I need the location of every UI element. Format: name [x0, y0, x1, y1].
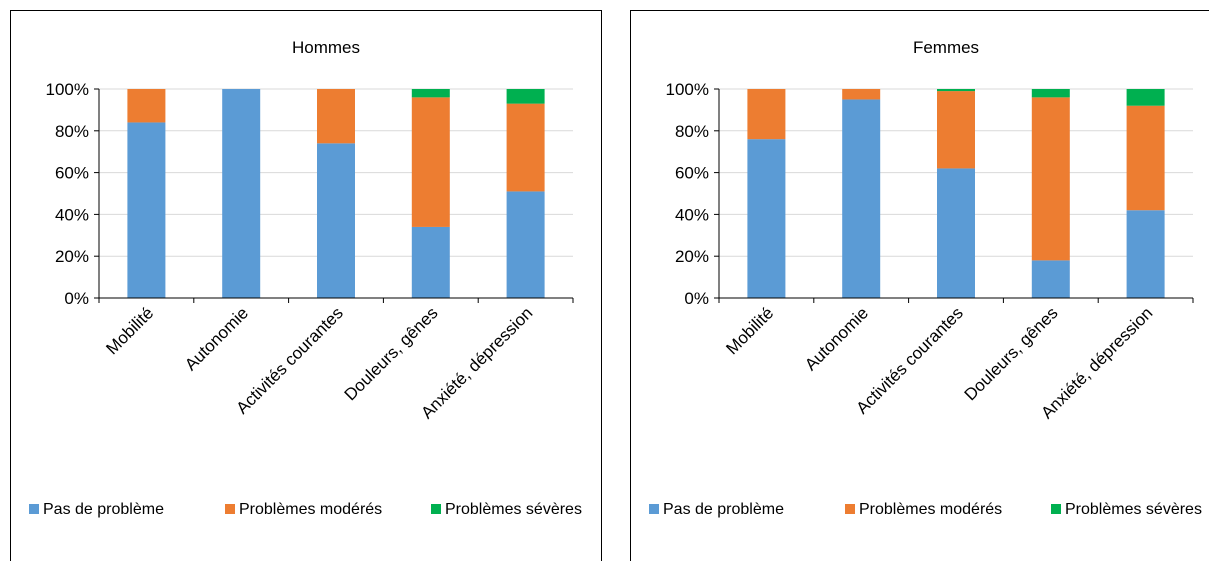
- legend-swatch-problemes-moderes: [225, 504, 235, 514]
- y-tick-label: 20%: [55, 247, 89, 266]
- bar-segment-pas-de-probleme-activites-courantes: [317, 143, 355, 298]
- x-category-label: Douleurs, gênes: [341, 303, 442, 404]
- y-tick-label: 100%: [46, 80, 89, 99]
- x-category-label: Activités courantes: [232, 303, 346, 417]
- bar-segment-pas-de-probleme-anxiete-depression: [506, 191, 545, 298]
- bar-segment-problemes-moderes-activites-courantes: [937, 91, 975, 169]
- legend-label-pas-de-probleme: Pas de problème: [43, 501, 164, 518]
- bar-segment-problemes-severes-anxiete-depression: [1126, 89, 1165, 106]
- bar-segment-problemes-severes-douleurs-genes: [411, 89, 450, 98]
- x-category-label: Mobilité: [102, 303, 157, 358]
- y-tick-label: 100%: [666, 80, 709, 99]
- bar-segment-pas-de-probleme-activites-courantes: [937, 168, 975, 298]
- legend-swatch-problemes-severes: [431, 504, 441, 514]
- chart-panel-hommes: Hommes 0% 20% 40% 60% 80% 100% Mobilité Autonomi…: [10, 10, 602, 561]
- bar-segment-problemes-severes-activites-courantes: [937, 89, 975, 92]
- bar-segment-problemes-severes-anxiete-depression: [506, 89, 545, 104]
- chart-title: Hommes: [292, 38, 360, 57]
- bar-segment-pas-de-probleme-autonomie: [222, 89, 261, 298]
- bar-segment-problemes-moderes-anxiete-depression: [506, 103, 545, 192]
- x-category-label: Douleurs, gênes: [961, 303, 1062, 404]
- bar-segment-pas-de-probleme-anxiete-depression: [1126, 210, 1165, 298]
- y-tick-label: 80%: [55, 122, 89, 141]
- bar-segment-pas-de-probleme-douleurs-genes: [411, 226, 450, 298]
- y-tick-label: 0%: [64, 289, 89, 308]
- y-tick-label: 60%: [55, 164, 89, 183]
- legend-label-problemes-severes: Problèmes sévères: [445, 501, 582, 518]
- bar-segment-problemes-moderes-activites-courantes: [317, 89, 355, 144]
- bar-segment-problemes-moderes-anxiete-depression: [1126, 105, 1165, 211]
- legend-label-problemes-severes: Problèmes sévères: [1065, 501, 1202, 518]
- x-category-label: Mobilité: [722, 303, 777, 358]
- chart-femmes: Femmes 0% 20% 40% 60% 80% 100% Mobilité Autonomi…: [649, 38, 1202, 518]
- legend-swatch-pas-de-probleme: [649, 504, 659, 514]
- chart-panel-femmes: Femmes 0% 20% 40% 60% 80% 100% Mobilité Autonomi…: [630, 10, 1209, 561]
- x-category-label: Autonomie: [801, 303, 872, 374]
- bar-segment-problemes-moderes-douleurs-genes: [1031, 97, 1070, 261]
- bar-segment-pas-de-probleme-autonomie: [842, 99, 881, 298]
- legend-swatch-pas-de-probleme: [29, 504, 39, 514]
- bar-segment-pas-de-probleme-mobilite: [747, 139, 786, 298]
- x-category-label: Activités courantes: [852, 303, 966, 417]
- bar-segment-problemes-moderes-douleurs-genes: [411, 97, 450, 227]
- y-tick-label: 0%: [684, 289, 709, 308]
- bar-segment-problemes-moderes-autonomie: [842, 89, 881, 100]
- bar-segment-problemes-moderes-mobilite: [127, 89, 166, 123]
- y-tick-label: 60%: [675, 164, 709, 183]
- y-tick-label: 40%: [675, 205, 709, 224]
- legend-label-problemes-moderes: Problèmes modérés: [239, 501, 382, 518]
- legend-swatch-problemes-moderes: [845, 504, 855, 514]
- legend-label-pas-de-probleme: Pas de problème: [663, 501, 784, 518]
- chart-hommes: Hommes 0% 20% 40% 60% 80% 100% Mobilité Autonomi…: [29, 38, 582, 518]
- bar-segment-problemes-moderes-mobilite: [747, 89, 786, 140]
- x-category-label: Autonomie: [181, 303, 252, 374]
- chart-title: Femmes: [913, 38, 979, 57]
- legend-swatch-problemes-severes: [1051, 504, 1061, 514]
- bar-segment-problemes-severes-douleurs-genes: [1031, 89, 1070, 98]
- y-tick-label: 20%: [675, 247, 709, 266]
- y-tick-label: 80%: [675, 122, 709, 141]
- legend-label-problemes-moderes: Problèmes modérés: [859, 501, 1002, 518]
- bar-segment-pas-de-probleme-douleurs-genes: [1031, 260, 1070, 298]
- bar-segment-pas-de-probleme-mobilite: [127, 122, 166, 298]
- y-tick-label: 40%: [55, 205, 89, 224]
